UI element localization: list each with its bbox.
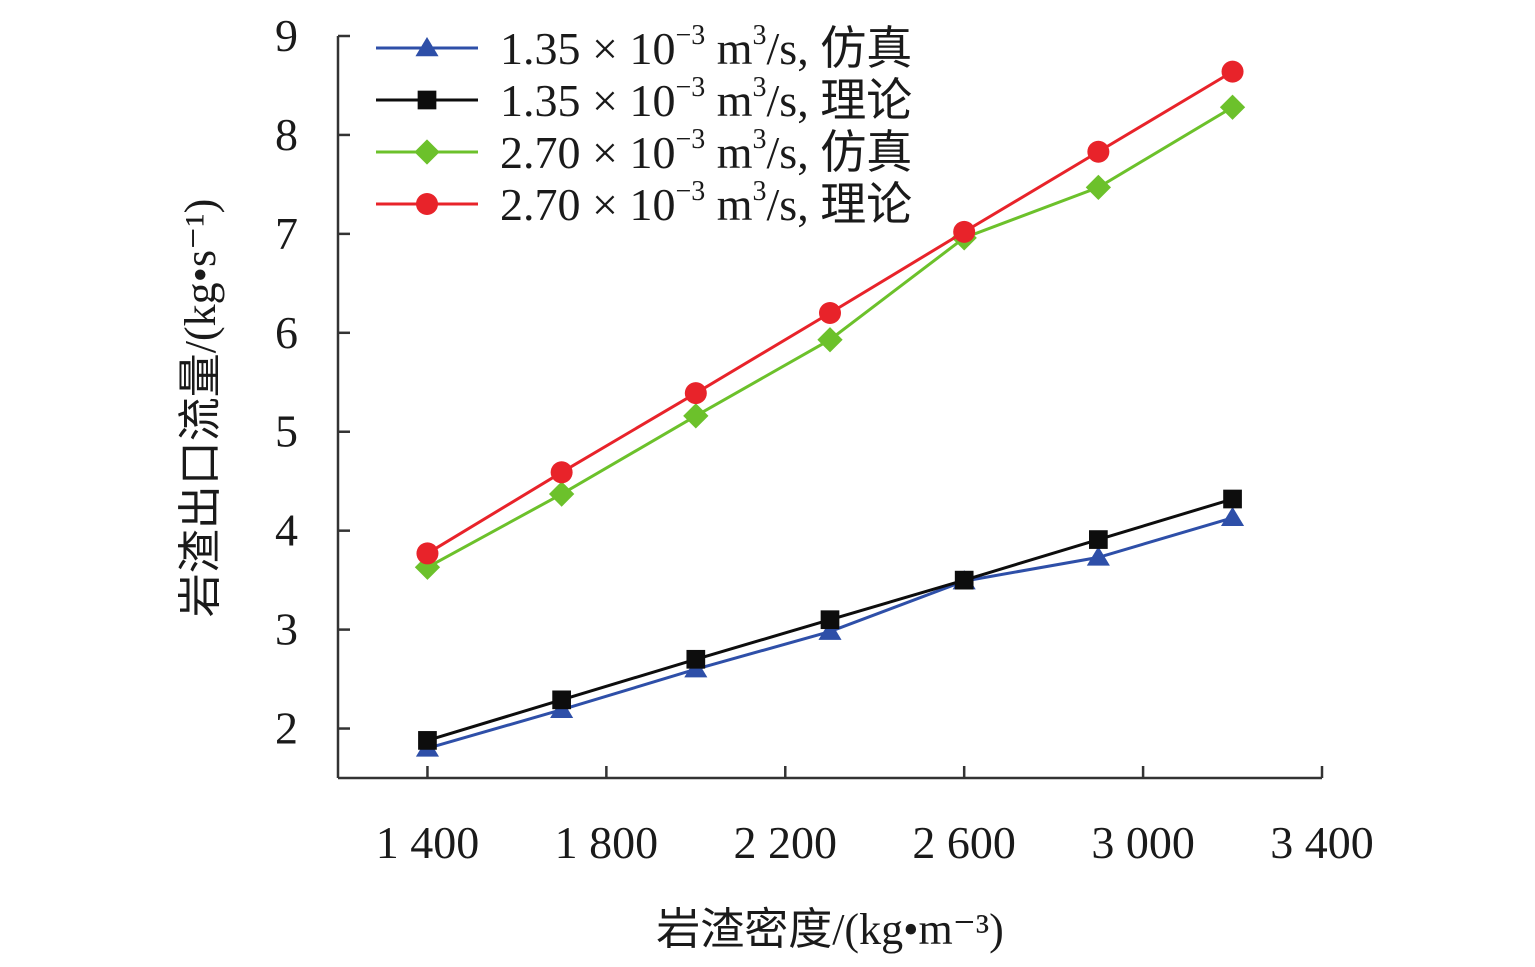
data-point-square — [552, 690, 571, 710]
data-point-circle — [550, 461, 573, 484]
data-point-square — [1089, 530, 1108, 549]
y-tick-label: 6 — [275, 307, 298, 358]
legend-item: 1.35 × 10−3 m3/s, 理论 — [376, 72, 912, 126]
data-point-circle — [953, 220, 976, 243]
legend-marker-triangle — [415, 37, 439, 57]
data-point-square — [820, 610, 840, 630]
data-point-square — [954, 570, 974, 590]
data-point-diamond — [683, 403, 709, 429]
x-tick-label: 3 000 — [1091, 817, 1195, 868]
legend: 1.35 × 10−3 m3/s, 仿真1.35 × 10−3 m3/s, 理论… — [376, 20, 912, 230]
data-point-circle — [684, 382, 707, 405]
legend-label: 2.70 × 10−3 m3/s, 仿真 — [500, 124, 912, 178]
y-tick-label: 9 — [275, 10, 298, 61]
legend-label: 1.35 × 10−3 m3/s, 理论 — [500, 72, 912, 126]
legend-label: 2.70 × 10−3 m3/s, 理论 — [500, 176, 912, 230]
data-point-triangle — [1220, 506, 1245, 527]
data-point-circle — [1087, 140, 1110, 163]
data-point-triangle — [818, 620, 842, 640]
legend-item: 1.35 × 10−3 m3/s, 仿真 — [376, 20, 912, 74]
data-point-diamond — [548, 481, 575, 507]
data-point-circle — [416, 542, 439, 565]
axes: 2 3 4 5 6 7 8 9 1 400 1 800 2 200 2 600 3 000 3 400 — [275, 10, 1374, 868]
data-point-square — [1223, 489, 1242, 509]
legend-marker-diamond — [414, 139, 440, 165]
data-point-square — [418, 731, 437, 750]
legend-label: 1.35 × 10−3 m3/s, 仿真 — [500, 20, 912, 74]
y-axis-title: 岩渣出口流量/(kg•s⁻¹) — [176, 199, 225, 617]
x-tick-label: 1 400 — [376, 817, 480, 868]
data-point-diamond — [817, 327, 843, 353]
legend-marker-circle — [416, 193, 438, 215]
x-tick-label: 2 200 — [734, 817, 838, 868]
y-tick-label: 5 — [275, 406, 298, 457]
y-tick-label: 7 — [275, 208, 298, 259]
series-4 — [416, 60, 1244, 565]
x-axis-title: 岩渣密度/(kg•m⁻³) — [656, 905, 1004, 954]
data-point-diamond — [1219, 94, 1246, 120]
x-tick-label: 1 800 — [555, 817, 659, 868]
data-point-diamond — [1085, 174, 1112, 201]
legend-item: 2.70 × 10−3 m3/s, 仿真 — [376, 124, 912, 178]
y-tick-label: 4 — [275, 505, 298, 556]
legend-item: 2.70 × 10−3 m3/s, 理论 — [376, 176, 912, 230]
axis-titles: 岩渣密度/(kg•m⁻³) 岩渣出口流量/(kg•s⁻¹) — [176, 199, 1004, 954]
data-point-circle — [1221, 60, 1244, 83]
y-tick-label: 3 — [275, 604, 298, 655]
series-layer — [414, 60, 1246, 757]
data-point-circle — [819, 302, 841, 325]
data-point-square — [686, 649, 706, 669]
series-1 — [415, 506, 1245, 757]
x-tick-label: 3 400 — [1270, 817, 1374, 868]
y-tick-label: 8 — [275, 109, 298, 160]
x-tick-label: 2 600 — [912, 817, 1016, 868]
series-2 — [418, 489, 1242, 750]
y-tick-label: 2 — [275, 703, 298, 754]
data-point-triangle — [1086, 546, 1110, 566]
legend-marker-square — [417, 90, 437, 110]
